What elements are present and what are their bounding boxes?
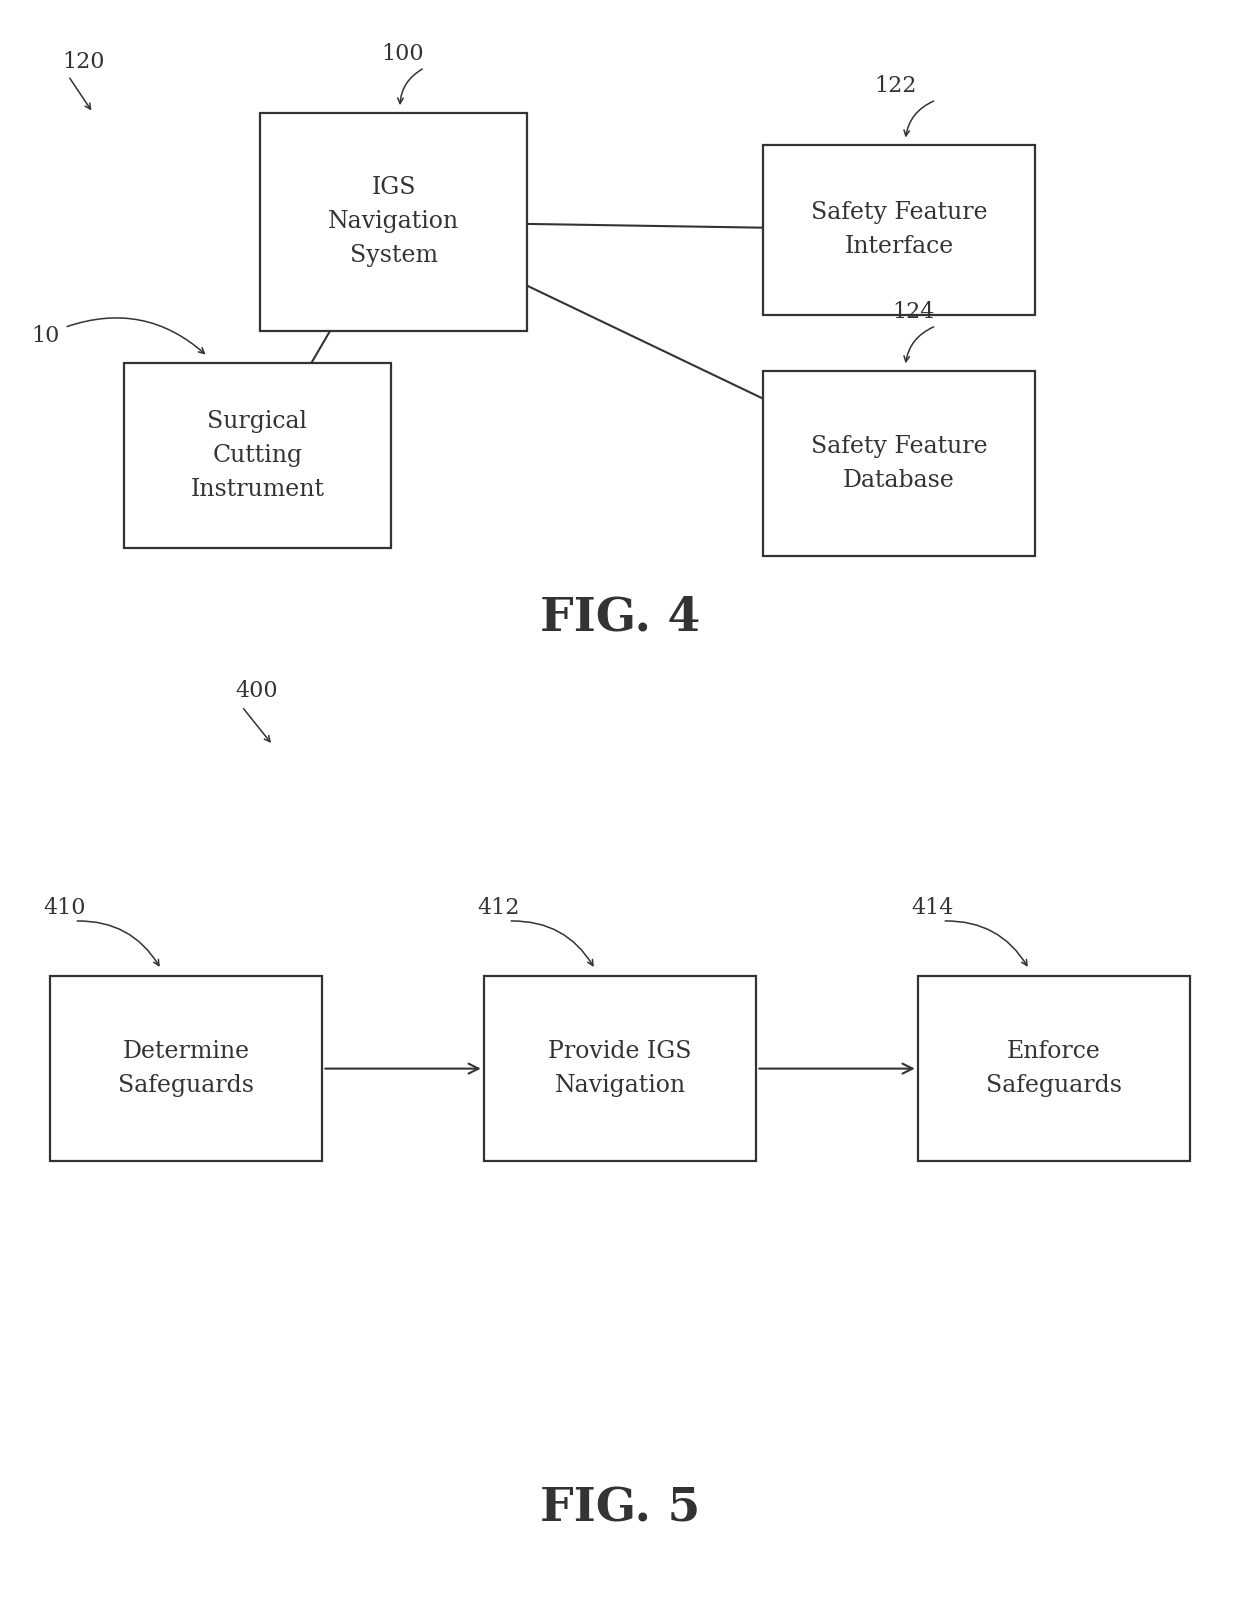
FancyBboxPatch shape	[763, 371, 1035, 556]
Text: 410: 410	[43, 897, 86, 919]
FancyBboxPatch shape	[260, 113, 527, 331]
Text: 100: 100	[382, 42, 424, 65]
FancyBboxPatch shape	[50, 976, 322, 1161]
Text: 10: 10	[31, 324, 60, 347]
FancyBboxPatch shape	[763, 145, 1035, 315]
Text: IGS
Navigation
System: IGS Navigation System	[329, 176, 459, 268]
Text: 414: 414	[911, 897, 954, 919]
Text: 122: 122	[874, 74, 916, 97]
Text: 400: 400	[236, 679, 278, 702]
Text: 412: 412	[477, 897, 520, 919]
Text: FIG. 4: FIG. 4	[539, 595, 701, 640]
Text: 120: 120	[62, 50, 104, 73]
FancyBboxPatch shape	[918, 976, 1190, 1161]
Text: Safety Feature
Interface: Safety Feature Interface	[811, 202, 987, 258]
Text: Provide IGS
Navigation: Provide IGS Navigation	[548, 1040, 692, 1097]
Text: Safety Feature
Database: Safety Feature Database	[811, 436, 987, 492]
Text: 124: 124	[893, 300, 935, 323]
Text: Enforce
Safeguards: Enforce Safeguards	[986, 1040, 1122, 1097]
FancyBboxPatch shape	[124, 363, 391, 548]
Text: Determine
Safeguards: Determine Safeguards	[118, 1040, 254, 1097]
FancyBboxPatch shape	[484, 976, 756, 1161]
Text: Surgical
Cutting
Instrument: Surgical Cutting Instrument	[190, 410, 325, 502]
Text: FIG. 5: FIG. 5	[539, 1486, 701, 1531]
